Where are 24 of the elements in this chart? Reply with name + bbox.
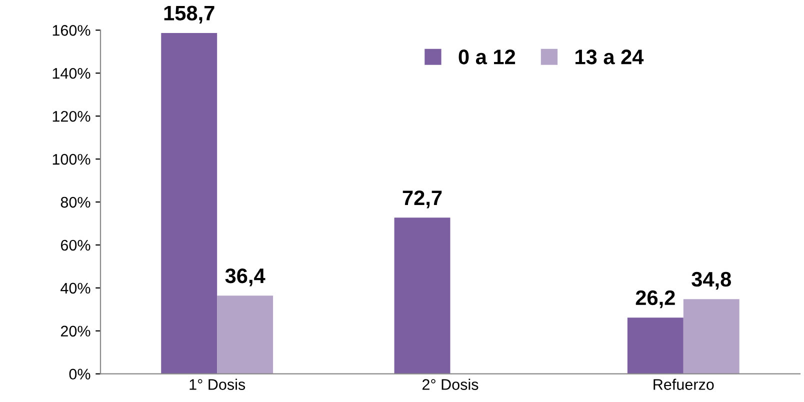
data-label: 36,4: [225, 268, 266, 286]
y-tick-label: 140%: [52, 68, 90, 79]
y-tick-label: 20%: [60, 326, 90, 337]
bar: [627, 318, 684, 374]
y-tick-label: 0%: [69, 368, 90, 380]
legend-label: 0 a 12: [458, 50, 516, 64]
bar: [217, 296, 274, 374]
x-tick-label: Refuerzo: [654, 378, 714, 390]
y-tick-label: 80%: [60, 196, 90, 208]
bar: [161, 32, 218, 374]
y-tick-label: 160%: [52, 25, 90, 36]
y-tick-label: 120%: [52, 110, 90, 122]
bar: [394, 218, 450, 374]
y-tick-label: 40%: [60, 282, 90, 294]
data-label: 158,7: [164, 6, 214, 24]
bar: [683, 299, 740, 374]
y-tick-label: 60%: [60, 240, 90, 251]
legend-label: 13 a 24: [576, 50, 644, 64]
y-tick-label: 100%: [52, 154, 90, 165]
data-label: 26,2: [636, 290, 675, 308]
x-tick-label: 1° Dosis: [190, 378, 246, 390]
x-tick-label: 2° Dosis: [422, 378, 478, 390]
data-label: 72,7: [402, 190, 442, 208]
data-label: 34,8: [692, 272, 732, 290]
